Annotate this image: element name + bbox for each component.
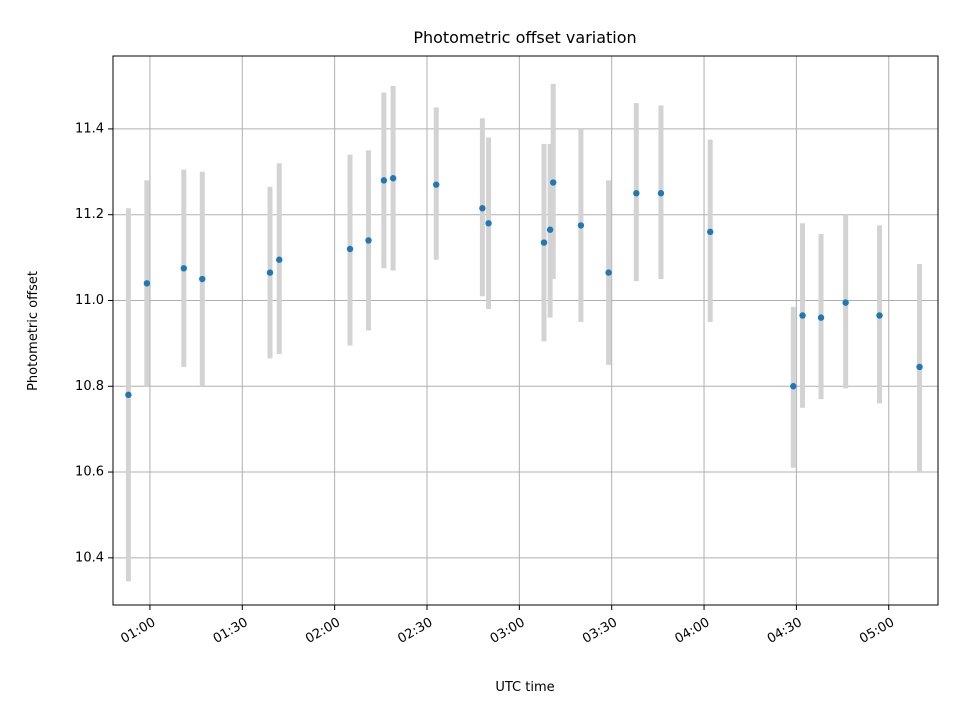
data-point xyxy=(657,190,665,197)
data-point xyxy=(479,205,486,212)
data-point xyxy=(485,220,492,227)
data-point xyxy=(346,245,354,253)
y-axis-ticks: 10.4 10.6 10.8 11.0 11.2 11.4 xyxy=(75,121,113,565)
data-point xyxy=(433,181,440,188)
data-point xyxy=(707,228,714,236)
data-point xyxy=(916,363,923,371)
data-point xyxy=(143,280,151,287)
data-point xyxy=(380,177,388,184)
y-axis-label: Photometric offset xyxy=(26,271,41,391)
plot-frame xyxy=(112,55,939,606)
data-points xyxy=(125,175,923,399)
data-point xyxy=(817,314,825,321)
data-point xyxy=(180,265,188,272)
y-tick-label: 11.2 xyxy=(75,207,104,222)
data-point xyxy=(266,269,274,276)
data-point xyxy=(876,312,883,319)
data-point xyxy=(546,226,554,233)
data-point xyxy=(577,222,585,229)
y-tick-label: 10.8 xyxy=(75,379,104,394)
data-point xyxy=(365,237,372,244)
data-point xyxy=(199,275,206,283)
data-point xyxy=(550,179,557,186)
data-point xyxy=(842,299,849,306)
y-tick-label: 11.4 xyxy=(75,121,104,136)
data-point xyxy=(790,383,797,390)
data-point xyxy=(389,175,397,182)
data-point xyxy=(540,239,548,246)
y-tick-label: 10.4 xyxy=(75,550,104,565)
data-point xyxy=(799,312,806,319)
y-tick-label: 11.0 xyxy=(75,293,104,308)
data-point xyxy=(633,190,640,197)
data-point xyxy=(276,256,283,263)
data-point xyxy=(605,269,612,276)
data-point xyxy=(125,391,132,399)
y-tick-label: 10.6 xyxy=(75,465,104,480)
x-axis-label: UTC time xyxy=(495,680,554,695)
chart-title: Photometric offset variation xyxy=(413,28,636,47)
